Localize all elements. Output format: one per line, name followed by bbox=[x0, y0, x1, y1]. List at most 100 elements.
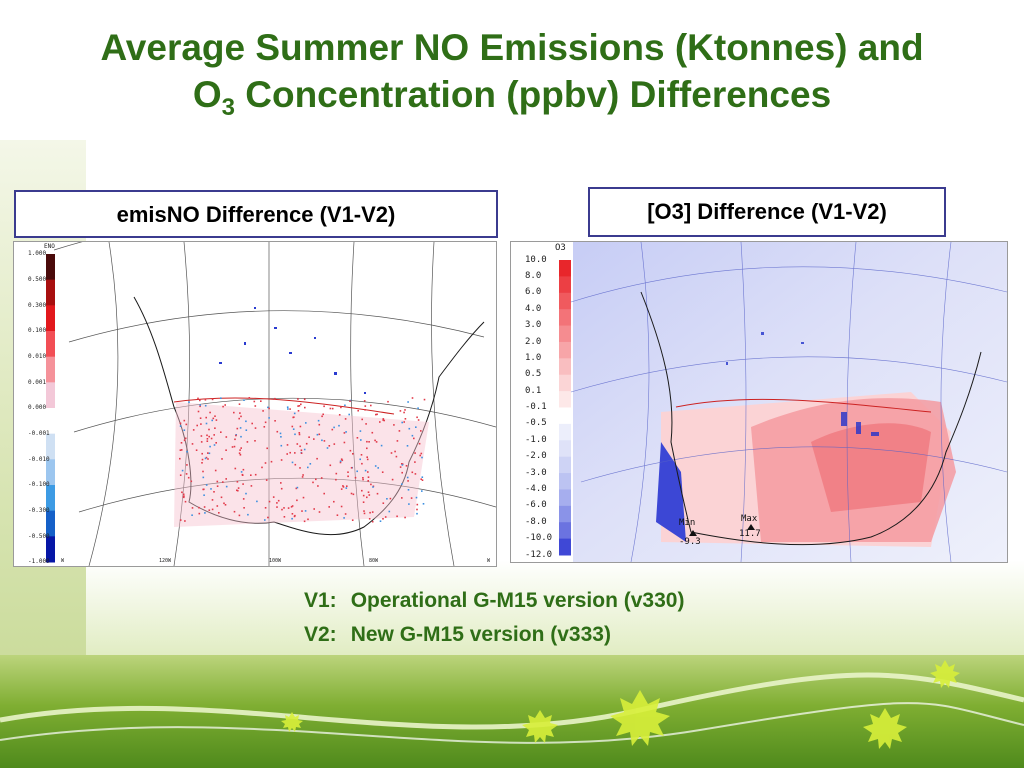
emission-dot bbox=[272, 496, 275, 498]
emission-dot bbox=[404, 418, 407, 420]
colorbar-segment bbox=[46, 433, 55, 460]
emission-dot bbox=[359, 458, 361, 461]
emission-dot bbox=[411, 434, 414, 437]
lon-label-60w: W bbox=[487, 558, 491, 564]
emission-dot bbox=[234, 467, 237, 470]
emission-dot bbox=[375, 413, 377, 416]
emission-dot bbox=[347, 475, 349, 478]
emission-dot bbox=[361, 462, 363, 465]
emission-dot bbox=[350, 492, 353, 495]
emission-dot bbox=[389, 497, 392, 500]
colorbar-tick-label: 0.500 bbox=[28, 276, 47, 284]
emission-dot bbox=[363, 400, 366, 402]
emission-dot bbox=[411, 471, 414, 474]
emission-dot bbox=[243, 507, 245, 509]
emission-dot bbox=[212, 417, 215, 420]
emission-dot bbox=[203, 494, 205, 496]
emission-dot bbox=[401, 464, 404, 466]
emission-dot bbox=[368, 518, 371, 520]
emission-dot bbox=[411, 397, 414, 399]
colorbar-segment bbox=[559, 260, 571, 277]
emission-dot bbox=[420, 430, 422, 432]
emission-dot bbox=[301, 510, 303, 512]
emission-dot bbox=[264, 421, 267, 424]
emission-dot bbox=[280, 459, 283, 461]
emission-dot bbox=[268, 417, 270, 419]
emission-dot bbox=[202, 470, 204, 473]
emission-dot bbox=[413, 437, 415, 440]
emission-dot bbox=[192, 429, 195, 431]
emission-dot bbox=[315, 478, 317, 481]
emission-dot bbox=[383, 419, 385, 422]
emission-dot bbox=[294, 452, 296, 454]
emission-dot bbox=[305, 422, 307, 424]
emis-no-map-graphic: W 120W 100W 80W W bbox=[53, 242, 496, 566]
emission-dot bbox=[338, 424, 340, 427]
colorbar-tick-label: 6.0 bbox=[525, 287, 542, 298]
colorbar-segment bbox=[46, 510, 55, 537]
emission-dot bbox=[208, 509, 211, 511]
emission-dot bbox=[220, 496, 223, 499]
emission-dot bbox=[216, 480, 219, 483]
emission-dot bbox=[370, 404, 372, 407]
emission-dot bbox=[401, 497, 403, 499]
emission-dot bbox=[297, 405, 299, 407]
emission-dot bbox=[287, 408, 289, 410]
colorbar-segment bbox=[559, 423, 571, 441]
emission-dot bbox=[323, 492, 325, 495]
colorbar-segment bbox=[559, 374, 571, 392]
emission-dot bbox=[297, 398, 299, 400]
emission-dot bbox=[215, 419, 218, 421]
emission-dot bbox=[352, 493, 355, 496]
emission-dot bbox=[417, 407, 419, 409]
emission-dot bbox=[253, 400, 256, 403]
emission-dot bbox=[238, 417, 240, 420]
colorbar-tick-label: -12.0 bbox=[525, 549, 553, 560]
emission-dot bbox=[352, 453, 354, 455]
emission-dot bbox=[302, 496, 305, 499]
emission-dot bbox=[401, 483, 403, 485]
emission-dot bbox=[296, 443, 299, 445]
emission-dot bbox=[276, 502, 278, 504]
emission-dot bbox=[205, 416, 207, 419]
emission-dot bbox=[199, 405, 201, 408]
emission-dot bbox=[295, 487, 298, 490]
emission-dot bbox=[199, 417, 202, 419]
emission-dot bbox=[366, 458, 369, 461]
emission-dot bbox=[347, 471, 349, 473]
emission-dot bbox=[416, 508, 418, 511]
colorbar-tick-label: -2.0 bbox=[525, 451, 547, 462]
colorbar-tick-label: -1.0 bbox=[525, 434, 547, 445]
emission-dot bbox=[231, 446, 234, 448]
emission-dot bbox=[342, 486, 345, 488]
legend-v2-key: V2: bbox=[304, 623, 337, 646]
colorbar-segment bbox=[46, 356, 55, 383]
emission-dot bbox=[340, 458, 343, 460]
emission-dot bbox=[188, 401, 190, 403]
emission-dot bbox=[183, 496, 185, 499]
emission-dot bbox=[185, 423, 188, 426]
emission-dot bbox=[366, 440, 368, 443]
colorbar-tick-label: 1.000 bbox=[28, 250, 47, 258]
colorbar-tick-label: 0.000 bbox=[28, 404, 47, 412]
emission-dot bbox=[256, 500, 258, 503]
emission-dot bbox=[368, 494, 371, 496]
emission-dot bbox=[190, 480, 193, 483]
emission-dot bbox=[376, 492, 379, 495]
emission-dot bbox=[366, 496, 368, 499]
emission-dot bbox=[191, 507, 194, 509]
emis-no-panel-label: emisNO Difference (V1-V2) bbox=[14, 190, 498, 238]
emission-dot bbox=[303, 520, 306, 523]
emission-dot bbox=[405, 465, 408, 467]
emission-dot bbox=[289, 451, 291, 454]
emission-dot bbox=[224, 504, 227, 506]
emission-dot bbox=[204, 457, 207, 460]
emission-dot bbox=[421, 479, 424, 481]
maple-leaf-icon bbox=[281, 660, 960, 749]
emission-dot bbox=[197, 397, 199, 400]
colorbar-tick-label: 0.5 bbox=[525, 369, 542, 380]
emission-dot bbox=[199, 404, 201, 406]
emission-dot bbox=[179, 425, 182, 427]
emission-dot bbox=[224, 404, 226, 406]
emission-dot bbox=[179, 474, 182, 476]
